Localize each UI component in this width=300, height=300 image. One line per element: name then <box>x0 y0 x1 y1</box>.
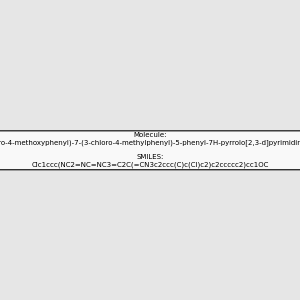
Text: Molecule:
N-(3-chloro-4-methoxyphenyl)-7-(3-chloro-4-methylphenyl)-5-phenyl-7H-p: Molecule: N-(3-chloro-4-methoxyphenyl)-7… <box>0 132 300 168</box>
